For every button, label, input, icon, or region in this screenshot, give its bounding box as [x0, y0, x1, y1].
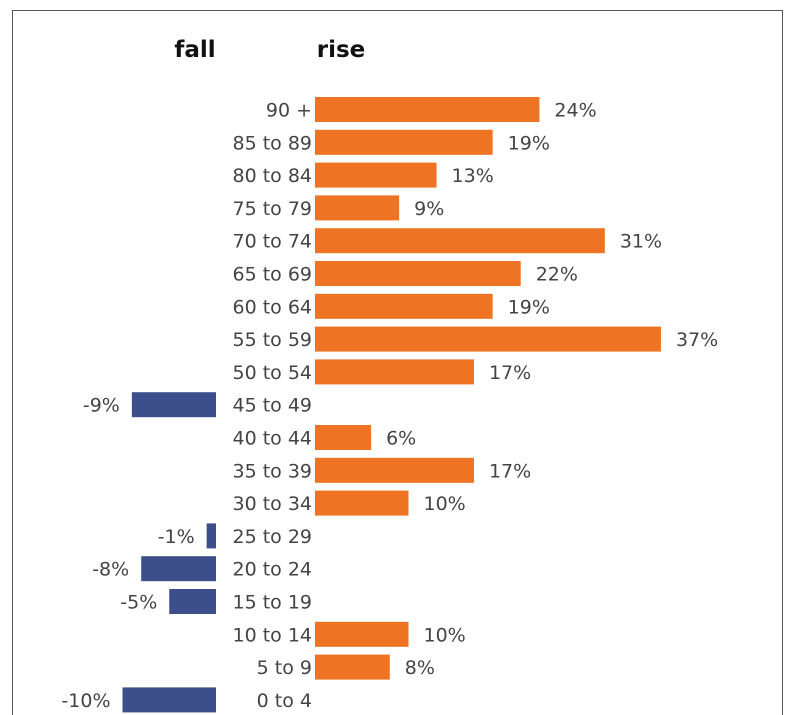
value-label: -8%: [92, 559, 129, 581]
rise-bar: [315, 425, 372, 450]
value-label: 19%: [508, 296, 550, 318]
value-label: -10%: [61, 690, 110, 712]
value-label: 13%: [452, 165, 494, 187]
rise-bar: [315, 621, 409, 647]
category-label: 5 to 9: [257, 657, 312, 679]
rise-bar: [315, 457, 474, 483]
rise-bar: [315, 261, 521, 286]
fall-bar: [169, 589, 216, 614]
rise-bar: [315, 326, 661, 352]
rise-bar: [315, 654, 390, 680]
rise-bar: [315, 490, 409, 516]
category-label: 85 to 89: [232, 132, 312, 154]
rise-bar: [315, 228, 605, 254]
value-label: 31%: [620, 231, 662, 253]
fall-bar: [141, 556, 216, 582]
category-label: 0 to 4: [257, 690, 312, 712]
category-label: 15 to 19: [232, 592, 312, 614]
rise-bar: [315, 129, 493, 155]
value-label: 6%: [386, 428, 416, 450]
category-label: 70 to 74: [232, 231, 312, 253]
value-label: 10%: [424, 624, 466, 646]
value-label: -1%: [158, 526, 195, 548]
fall-header: fall: [174, 37, 215, 63]
category-label: 30 to 34: [232, 493, 312, 515]
value-label: -5%: [120, 592, 157, 614]
category-label: 65 to 69: [232, 264, 312, 286]
rise-bar: [315, 359, 474, 385]
category-label: 20 to 24: [232, 559, 312, 581]
fall-bar: [122, 687, 216, 713]
value-label: 37%: [676, 329, 718, 351]
value-label: 9%: [414, 198, 444, 220]
category-label: 60 to 64: [232, 296, 312, 318]
rise-bar: [315, 195, 400, 221]
value-label: 8%: [405, 657, 435, 679]
rise-bar: [315, 293, 493, 319]
value-label: 19%: [508, 132, 550, 154]
category-label: 10 to 14: [232, 624, 312, 646]
category-label: 55 to 59: [232, 329, 312, 351]
fall-bar: [131, 392, 216, 418]
rise-bar: [315, 162, 437, 188]
category-label: 25 to 29: [232, 526, 312, 548]
value-label: -9%: [83, 395, 120, 417]
rise-bar: [315, 97, 540, 122]
bars-group: 90 + 24% 85 to 89 19% 80 to 84 13% 75 to 79 9% 7…: [61, 97, 718, 713]
category-label: 35 to 39: [232, 460, 312, 482]
value-label: 24%: [554, 100, 596, 122]
chart-frame: [12, 10, 783, 715]
fall-bar: [206, 523, 216, 549]
category-label: 80 to 84: [232, 165, 312, 187]
category-label: 45 to 49: [232, 395, 312, 417]
category-label: 75 to 79: [232, 198, 312, 220]
value-label: 17%: [489, 362, 531, 384]
rise-header: rise: [317, 37, 366, 63]
value-label: 22%: [536, 264, 578, 286]
value-label: 10%: [424, 493, 466, 515]
category-label: 40 to 44: [232, 428, 312, 450]
category-label: 90 +: [266, 100, 312, 122]
value-label: 17%: [489, 460, 531, 482]
category-label: 50 to 54: [232, 362, 312, 384]
